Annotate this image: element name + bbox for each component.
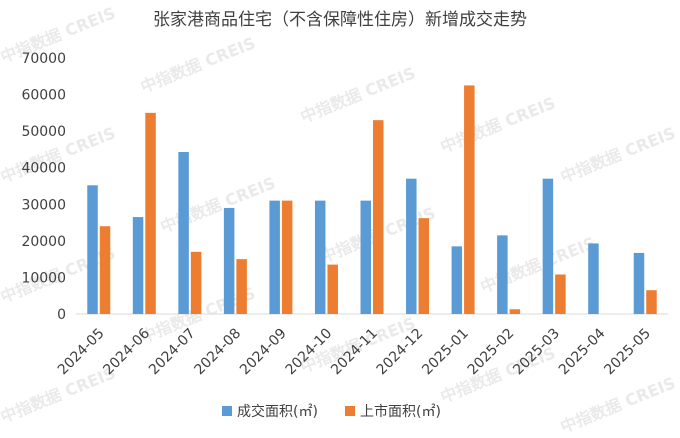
y-tick-label: 10000 — [21, 270, 66, 286]
y-tick-label: 20000 — [21, 234, 66, 250]
bar-listed-area — [190, 251, 202, 314]
bar-transaction-area — [132, 217, 144, 314]
bar-listed-area — [464, 85, 475, 314]
x-tick-label: 2025-01 — [419, 326, 472, 379]
watermark-text: 中指数据 CREIS — [478, 233, 598, 296]
bar-transaction-area — [588, 243, 599, 314]
chart-title: 张家港商品住宅（不含保障性住房）新增成交走势 — [153, 10, 527, 30]
x-axis: 2024-052024-062024-072024-082024-092024-… — [55, 313, 668, 379]
y-tick-label: 0 — [57, 307, 66, 323]
bar-transaction-area — [178, 151, 189, 314]
legend-swatch — [345, 406, 355, 416]
y-tick-label: 30000 — [21, 197, 66, 213]
watermark-text: 中指数据 CREIS — [158, 173, 278, 236]
bar-transaction-area — [223, 207, 235, 314]
bar-transaction-area — [497, 235, 508, 314]
bar-transaction-area — [360, 200, 371, 314]
bar-listed-area — [99, 226, 111, 314]
y-tick-label: 60000 — [21, 88, 66, 104]
x-tick-label: 2025-03 — [510, 326, 563, 379]
y-axis: 0 10000 20000 30000 40000 50000 60000 70000 — [21, 51, 66, 323]
bar-listed-area — [555, 274, 566, 314]
x-tick-label: 2025-05 — [601, 326, 654, 379]
bar-listed-area — [509, 309, 521, 314]
watermark-text: 中指数据 CREIS — [558, 123, 678, 186]
bars — [87, 85, 657, 315]
bar-listed-area — [236, 259, 247, 314]
watermark-text: 中指数据 CREIS — [438, 93, 558, 156]
bar-listed-area — [327, 264, 338, 314]
legend-label: 上市面积(㎡) — [360, 403, 441, 420]
legend-label: 成交面积(㎡) — [237, 403, 318, 420]
legend-swatch — [222, 406, 232, 416]
watermark-text: 中指数据 CREIS — [0, 363, 118, 426]
y-tick-label: 40000 — [21, 161, 66, 177]
bar-listed-area — [281, 200, 293, 314]
x-tick-label: 2024-09 — [237, 326, 290, 379]
x-tick-label: 2025-04 — [556, 325, 609, 378]
y-tick-label: 70000 — [21, 51, 66, 67]
bar-transaction-area — [633, 252, 645, 314]
bar-transaction-area — [542, 178, 554, 314]
x-tick-label: 2024-06 — [100, 325, 153, 378]
x-tick-label: 2024-08 — [192, 326, 245, 379]
watermark-text: 中指数据 CREIS — [138, 33, 258, 96]
bar-transaction-area — [314, 200, 326, 314]
legend: 成交面积(㎡) 上市面积(㎡) — [222, 403, 441, 420]
watermark-text: 中指数据 CREIS — [558, 373, 678, 436]
bar-transaction-area — [87, 185, 98, 314]
y-tick-label: 50000 — [21, 124, 66, 140]
bar-transaction-area — [406, 178, 417, 314]
bar-transaction-area — [451, 246, 463, 314]
bar-listed-area — [373, 120, 384, 315]
bar-listed-area — [646, 290, 657, 314]
bar-transaction-area — [269, 200, 280, 314]
bar-listed-area — [145, 112, 156, 314]
bar-listed-area — [418, 218, 430, 314]
watermark-text: 中指数据 CREIS — [298, 63, 418, 126]
